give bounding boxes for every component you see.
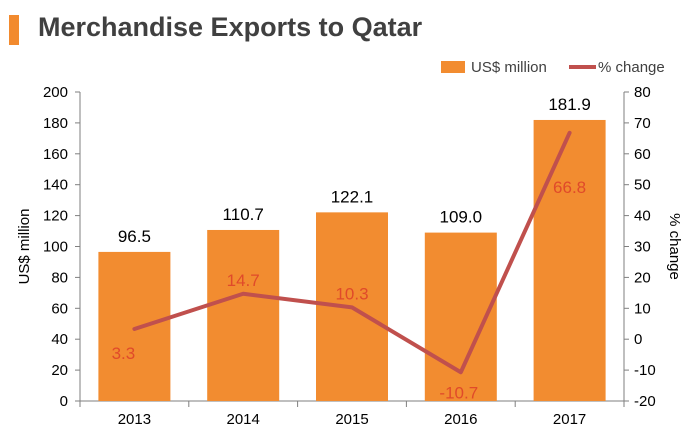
y-axis-title: US$ million	[16, 209, 33, 285]
left-tick-label: 140	[43, 177, 68, 194]
right-tick-label: 30	[634, 239, 651, 256]
x-tick-label: 2014	[227, 411, 260, 428]
x-tick-label: 2015	[335, 411, 368, 428]
left-tick-label: 160	[43, 146, 68, 163]
left-tick-label: 40	[51, 331, 68, 348]
change-line	[132, 130, 572, 375]
left-tick-label: 0	[60, 393, 68, 410]
right-tick-label: -10	[634, 362, 656, 379]
x-tick-label: 2013	[118, 411, 151, 428]
bar	[533, 119, 606, 401]
line-value-label: -10.7	[439, 383, 478, 402]
left-tick-label: 120	[43, 208, 68, 225]
right-tick-label: 10	[634, 300, 651, 317]
bar-value-label: 109.0	[440, 208, 483, 227]
bar	[98, 251, 171, 401]
right-tick-label: 80	[634, 84, 651, 101]
legend-line-label: % change	[598, 59, 665, 76]
right-tick-label: 20	[634, 269, 651, 286]
left-tick-label: 20	[51, 362, 68, 379]
line-value-label: 66.8	[553, 178, 586, 197]
right-tick-label: 70	[634, 115, 651, 132]
y2-axis-title: % change	[666, 213, 683, 280]
right-tick-label: 60	[634, 146, 651, 163]
title-accent-bar	[9, 15, 19, 45]
legend-bar-label: US$ million	[471, 59, 547, 76]
left-tick-label: 100	[43, 239, 68, 256]
right-tick-label: 0	[634, 331, 642, 348]
bar	[207, 229, 280, 401]
bar-value-label: 122.1	[331, 187, 374, 206]
bar-value-label: 181.9	[548, 95, 591, 114]
right-tick-label: 50	[634, 177, 651, 194]
left-tick-label: 60	[51, 300, 68, 317]
left-tick-label: 180	[43, 115, 68, 132]
right-tick-label: -20	[634, 393, 656, 410]
line-value-label: 10.3	[335, 284, 368, 303]
right-tick-label: 40	[634, 208, 651, 225]
line-value-label: 3.3	[112, 344, 136, 363]
line-value-label: 14.7	[227, 271, 260, 290]
left-tick-label: 200	[43, 84, 68, 101]
bar-value-label: 110.7	[223, 205, 264, 224]
x-tick-label: 2017	[553, 411, 586, 428]
chart-title: Merchandise Exports to Qatar	[38, 12, 423, 42]
left-tick-label: 80	[51, 269, 68, 286]
x-tick-label: 2016	[444, 411, 477, 428]
bar-value-label: 96.5	[118, 227, 151, 246]
legend-bar-swatch	[441, 61, 465, 73]
